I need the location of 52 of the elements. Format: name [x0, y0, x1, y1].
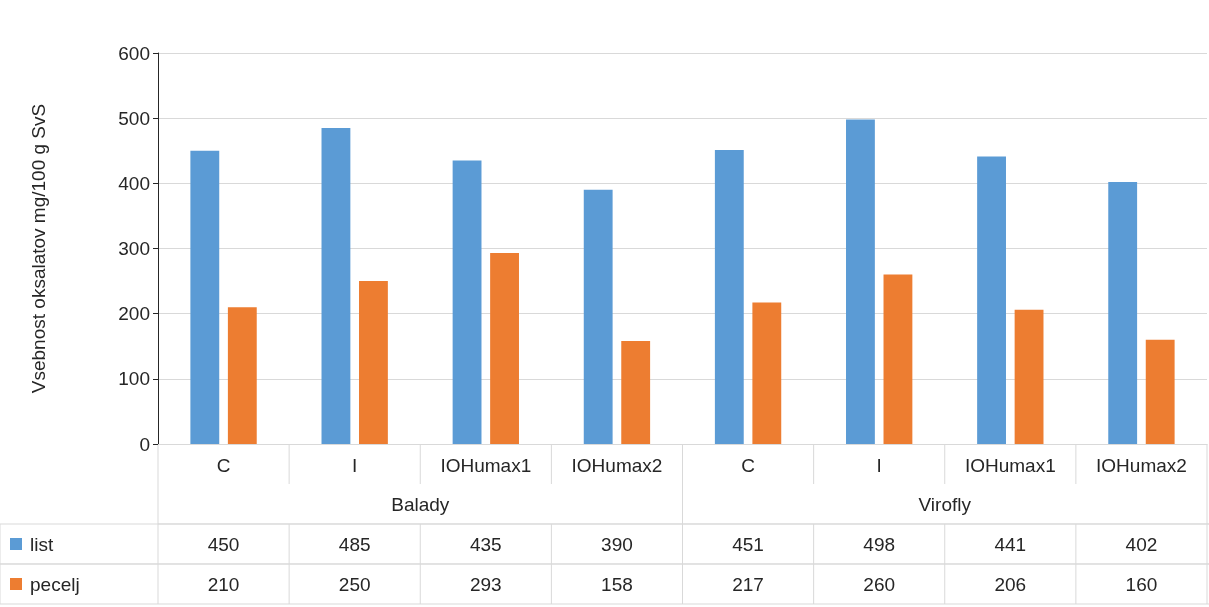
data-label: 206 [994, 573, 1027, 595]
data-label: 210 [207, 573, 240, 595]
y-tick-label: 400 [118, 172, 150, 194]
bar [452, 160, 482, 444]
y-tick-label: 0 [139, 433, 150, 455]
data-label: 260 [863, 573, 896, 595]
bar [714, 150, 744, 444]
x-tick-label: IOHumax2 [1096, 455, 1187, 476]
data-label: 498 [863, 533, 896, 555]
x-tick-label: I [352, 455, 358, 476]
data-label: 217 [732, 573, 764, 595]
x-tick-label: C [741, 455, 755, 476]
data-label: 402 [1125, 533, 1158, 555]
data-label: 451 [732, 533, 764, 555]
data-label: 485 [338, 533, 371, 555]
bar [883, 274, 913, 444]
y-tick-label: 200 [118, 303, 150, 325]
x-tick-label: C [216, 455, 231, 476]
x-tick-label: IOHumax1 [964, 455, 1056, 476]
bar [1145, 339, 1175, 444]
x-tick-label: I [876, 455, 882, 476]
bar [621, 341, 651, 444]
x-tick-label: IOHumax2 [571, 455, 663, 476]
bar [583, 189, 613, 444]
data-label: 250 [338, 573, 371, 595]
data-label: 158 [601, 573, 633, 595]
data-label: 390 [601, 533, 633, 555]
x-tick-label: IOHumax1 [440, 455, 532, 476]
y-tick-label: 100 [118, 368, 150, 390]
bar [190, 150, 220, 444]
bar [1108, 182, 1138, 444]
y-tick-label: 500 [118, 107, 150, 129]
text: Balady [391, 493, 450, 515]
bar [490, 253, 519, 444]
y-tick-label: 300 [118, 238, 150, 259]
data-label: 450 [207, 533, 240, 555]
bar [752, 302, 782, 444]
text: Virofly [918, 493, 972, 515]
bar [846, 119, 875, 444]
data-label: 160 [1125, 573, 1158, 595]
data-label: 435 [469, 533, 502, 555]
data-label: 293 [469, 573, 502, 595]
bar [977, 156, 1006, 444]
legend-label: pecelj [30, 573, 80, 595]
bar [321, 127, 351, 444]
data-label: 441 [994, 533, 1027, 555]
legend-label: list [30, 533, 54, 555]
bar [1014, 309, 1044, 444]
y-tick-label: 600 [118, 42, 150, 64]
bar [359, 281, 388, 444]
bar [227, 307, 257, 444]
y-axis-title: Vsebnost oksalatov mg/100 g SvS [28, 103, 49, 394]
